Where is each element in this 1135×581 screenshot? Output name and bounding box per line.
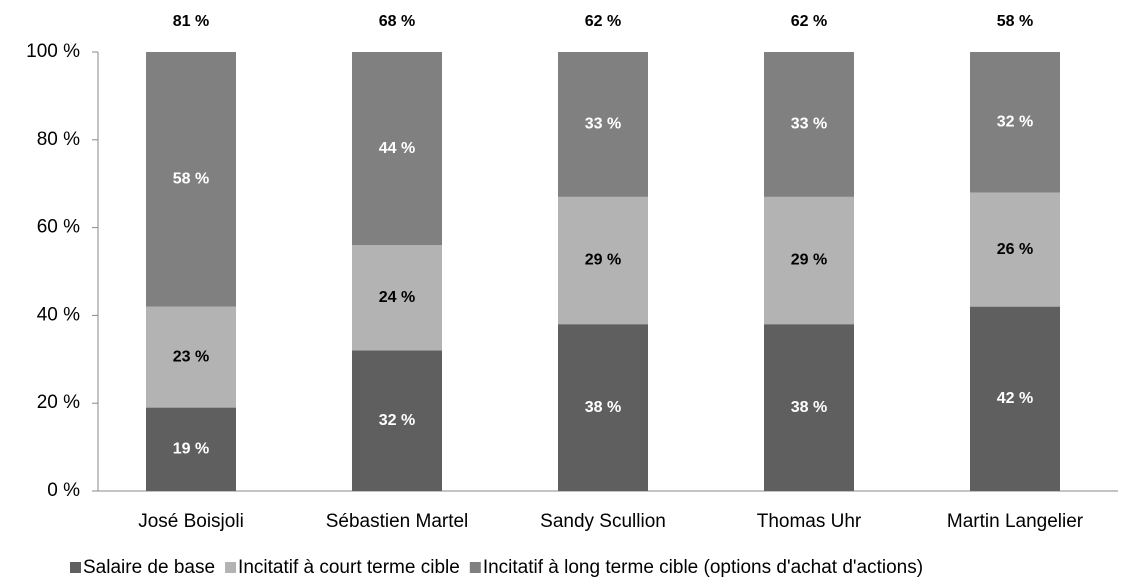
data-label: 23 % [173, 348, 209, 365]
total-label: 58 % [997, 13, 1033, 30]
y-tick-label: 60 % [37, 217, 80, 238]
x-tick-label: José Boisjoli [138, 511, 244, 532]
bar-segment [764, 196, 854, 325]
data-label: 32 % [379, 412, 415, 429]
legend-swatch [469, 562, 481, 573]
data-label: 42 % [997, 390, 1033, 407]
total-label: 68 % [379, 13, 415, 30]
total-label: 62 % [791, 13, 827, 30]
data-label: 29 % [791, 252, 827, 269]
bar-segment [352, 52, 442, 246]
bar-segment [146, 407, 236, 491]
data-label: 29 % [585, 252, 621, 269]
total-label: 62 % [585, 13, 621, 30]
bar-segment [764, 52, 854, 197]
x-tick-label: Sandy Scullion [540, 511, 666, 532]
y-tick-label: 80 % [37, 129, 80, 150]
x-tick-label: Thomas Uhr [757, 511, 862, 532]
y-tick-label: 0 % [47, 480, 80, 501]
data-label: 38 % [585, 399, 621, 416]
legend-swatch [70, 562, 81, 573]
total-label: 81 % [173, 13, 209, 30]
data-label: 44 % [379, 140, 415, 157]
bar-segment [764, 324, 854, 491]
data-label: 38 % [791, 399, 827, 416]
y-tick-label: 100 % [26, 41, 80, 62]
y-tick-label: 20 % [37, 392, 80, 413]
data-label: 58 % [173, 171, 209, 188]
data-label: 33 % [791, 116, 827, 133]
bar-segment [970, 52, 1060, 193]
x-tick-label: Martin Langelier [947, 511, 1084, 532]
legend-swatch [225, 562, 237, 573]
data-label: 32 % [997, 113, 1033, 130]
bar-segment [352, 245, 442, 351]
bar-segment [558, 196, 648, 325]
legend-label: Salaire de base [83, 557, 215, 578]
data-label: 33 % [585, 116, 621, 133]
bar-segment [970, 192, 1060, 307]
data-label: 26 % [997, 241, 1033, 258]
data-label: 24 % [379, 289, 415, 306]
bar-segment [146, 52, 236, 307]
bar-segment [558, 52, 648, 197]
bar-segment [970, 306, 1060, 491]
bar-segment [146, 306, 236, 408]
x-tick-label: Sébastien Martel [326, 511, 469, 532]
legend-label: Incitatif à court terme cible [238, 557, 460, 578]
bar-segment [352, 350, 442, 491]
y-tick-label: 40 % [37, 304, 80, 325]
data-label: 19 % [173, 441, 209, 458]
bar-segment [558, 324, 648, 491]
legend-label: Incitatif à long terme cible (options d'… [483, 557, 923, 578]
